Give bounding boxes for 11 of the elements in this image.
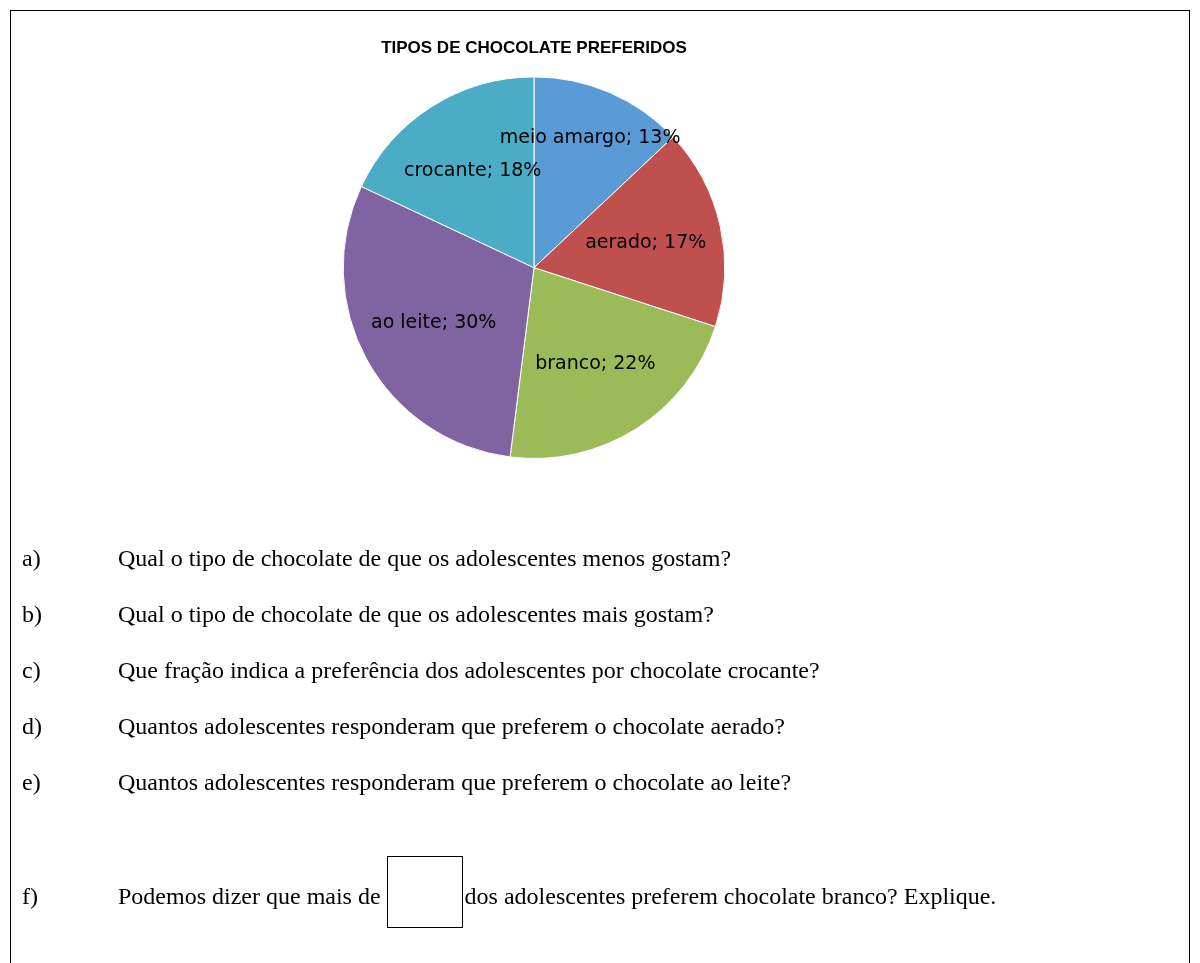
text: c) Que fração indica a preferência dos adolescentes por chocolate crocante?: [22, 656, 821, 685]
text: dos adolescentes preferem chocolate branco? Explique.: [464, 883, 997, 909]
slice-label: aerado; 17%: [585, 229, 707, 252]
text: b) Qual o tipo de chocolate de que os adolescentes mais gostam?: [22, 600, 715, 629]
chart-title: TIPOS DE CHOCOLATE PREFERIDOS: [381, 37, 687, 57]
text: d) Quantos adolescentes responderam que preferem o chocolate aerado?: [22, 712, 787, 741]
slice-label: ao leite; 30%: [371, 309, 497, 332]
text: e) Quantos adolescentes responderam que preferem o chocolate ao leite?: [22, 768, 793, 797]
text: a) Qual o tipo de chocolate de que os adolescentes menos gostam?: [22, 544, 733, 573]
slice-label: branco; 22%: [535, 351, 656, 374]
text: f) Podemos dizer que mais de: [22, 883, 381, 909]
